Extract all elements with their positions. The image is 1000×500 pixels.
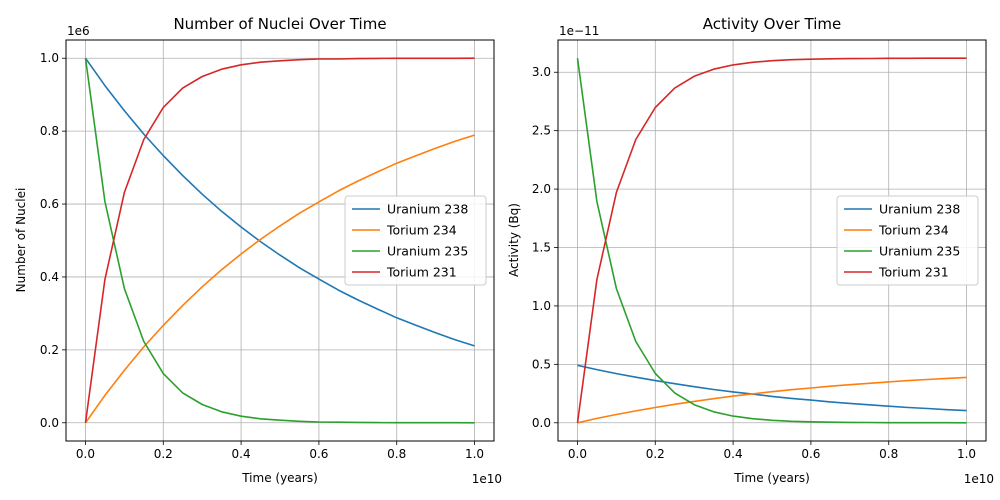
x-ticks: 0.0 0.2 0.4 0.6 0.8 1.0 — [568, 441, 976, 461]
y-tick-label: 0.5 — [532, 357, 551, 371]
legend-label: Uranium 238 — [387, 202, 468, 217]
y-tick-label: 2.5 — [532, 124, 551, 138]
legend-box — [344, 195, 487, 286]
series-line-uranium-235 — [84, 58, 475, 424]
x-tick-label: 0.2 — [646, 447, 665, 461]
y-tick-label: 0.8 — [40, 124, 59, 138]
y-tick-label: 1.5 — [532, 241, 551, 255]
x-tick-label: 0.8 — [879, 447, 898, 461]
plot-frame — [557, 39, 987, 442]
series-line-uranium-238 — [84, 57, 475, 347]
x-tick-label: 0.6 — [801, 447, 820, 461]
x-tick-label: 0.4 — [232, 447, 251, 461]
x-tick-label: 0.2 — [154, 447, 173, 461]
legend-label: Uranium 235 — [387, 244, 468, 259]
x-axis-label: Time (years) — [733, 471, 810, 485]
y-ticks: 0.0 0.2 0.4 0.6 0.8 1.0 — [40, 51, 66, 430]
x-ticks: 0.0 0.2 0.4 0.6 0.8 1.0 — [76, 441, 484, 461]
series-line-torium-231 — [576, 57, 967, 423]
y-tick-label: 3.0 — [532, 65, 551, 79]
y-tick-label: 0.0 — [532, 416, 551, 430]
legend: Uranium 238 Torium 234 Uranium 235 Torium 2… — [344, 195, 487, 286]
x-offset-label: 1e10 — [964, 472, 994, 486]
grid — [558, 40, 986, 441]
y-tick-label: 2.0 — [532, 182, 551, 196]
legend-box — [836, 195, 979, 286]
y-tick-label: 0.6 — [40, 197, 59, 211]
activity-chart: Activity Over Time 0.0 0.2 0.4 0.6 0.8 1.0 0.… — [507, 15, 994, 486]
y-tick-label: 1.0 — [40, 51, 59, 65]
x-tick-label: 1.0 — [465, 447, 484, 461]
legend-label: Torium 234 — [386, 223, 457, 238]
x-tick-label: 0.0 — [568, 447, 587, 461]
legend-label: Uranium 235 — [879, 244, 960, 259]
series-line-torium-231 — [84, 57, 475, 423]
y-axis-label: Activity (Bq) — [507, 203, 521, 277]
x-tick-label: 1.0 — [957, 447, 976, 461]
legend-label: Torium 234 — [878, 223, 949, 238]
nuclei-chart: Number of Nuclei Over Time 0.0 0.2 0.4 0.6 0… — [14, 15, 502, 486]
y-tick-label: 1.0 — [532, 299, 551, 313]
y-tick-label: 0.0 — [40, 416, 59, 430]
x-tick-label: 0.4 — [724, 447, 743, 461]
y-ticks: 0.0 0.5 1.0 1.5 2.0 2.5 3.0 — [532, 65, 558, 430]
y-tick-label: 0.2 — [40, 343, 59, 357]
plot-lines — [576, 57, 967, 424]
legend-label: Torium 231 — [386, 265, 457, 280]
y-tick-label: 0.4 — [40, 270, 59, 284]
y-offset-label: 1e6 — [67, 24, 90, 38]
chart-title: Activity Over Time — [703, 15, 841, 33]
series-line-torium-234 — [577, 376, 967, 424]
x-offset-label: 1e10 — [472, 472, 502, 486]
x-tick-label: 0.6 — [309, 447, 328, 461]
x-tick-label: 0.0 — [76, 447, 95, 461]
legend-label: Uranium 238 — [879, 202, 960, 217]
plot-frame — [65, 39, 495, 442]
y-offset-label: 1e−11 — [559, 24, 599, 38]
series-line-torium-234 — [84, 134, 475, 424]
legend-label: Torium 231 — [878, 265, 949, 280]
chart-title: Number of Nuclei Over Time — [173, 15, 386, 33]
series-line-uranium-235 — [576, 58, 967, 424]
series-line-uranium-238 — [577, 364, 967, 412]
x-axis-label: Time (years) — [241, 471, 318, 485]
legend: Uranium 238 Torium 234 Uranium 235 Torium 2… — [836, 195, 979, 286]
y-axis-label: Number of Nuclei — [14, 188, 28, 293]
plot-lines — [84, 57, 475, 424]
x-tick-label: 0.8 — [387, 447, 406, 461]
